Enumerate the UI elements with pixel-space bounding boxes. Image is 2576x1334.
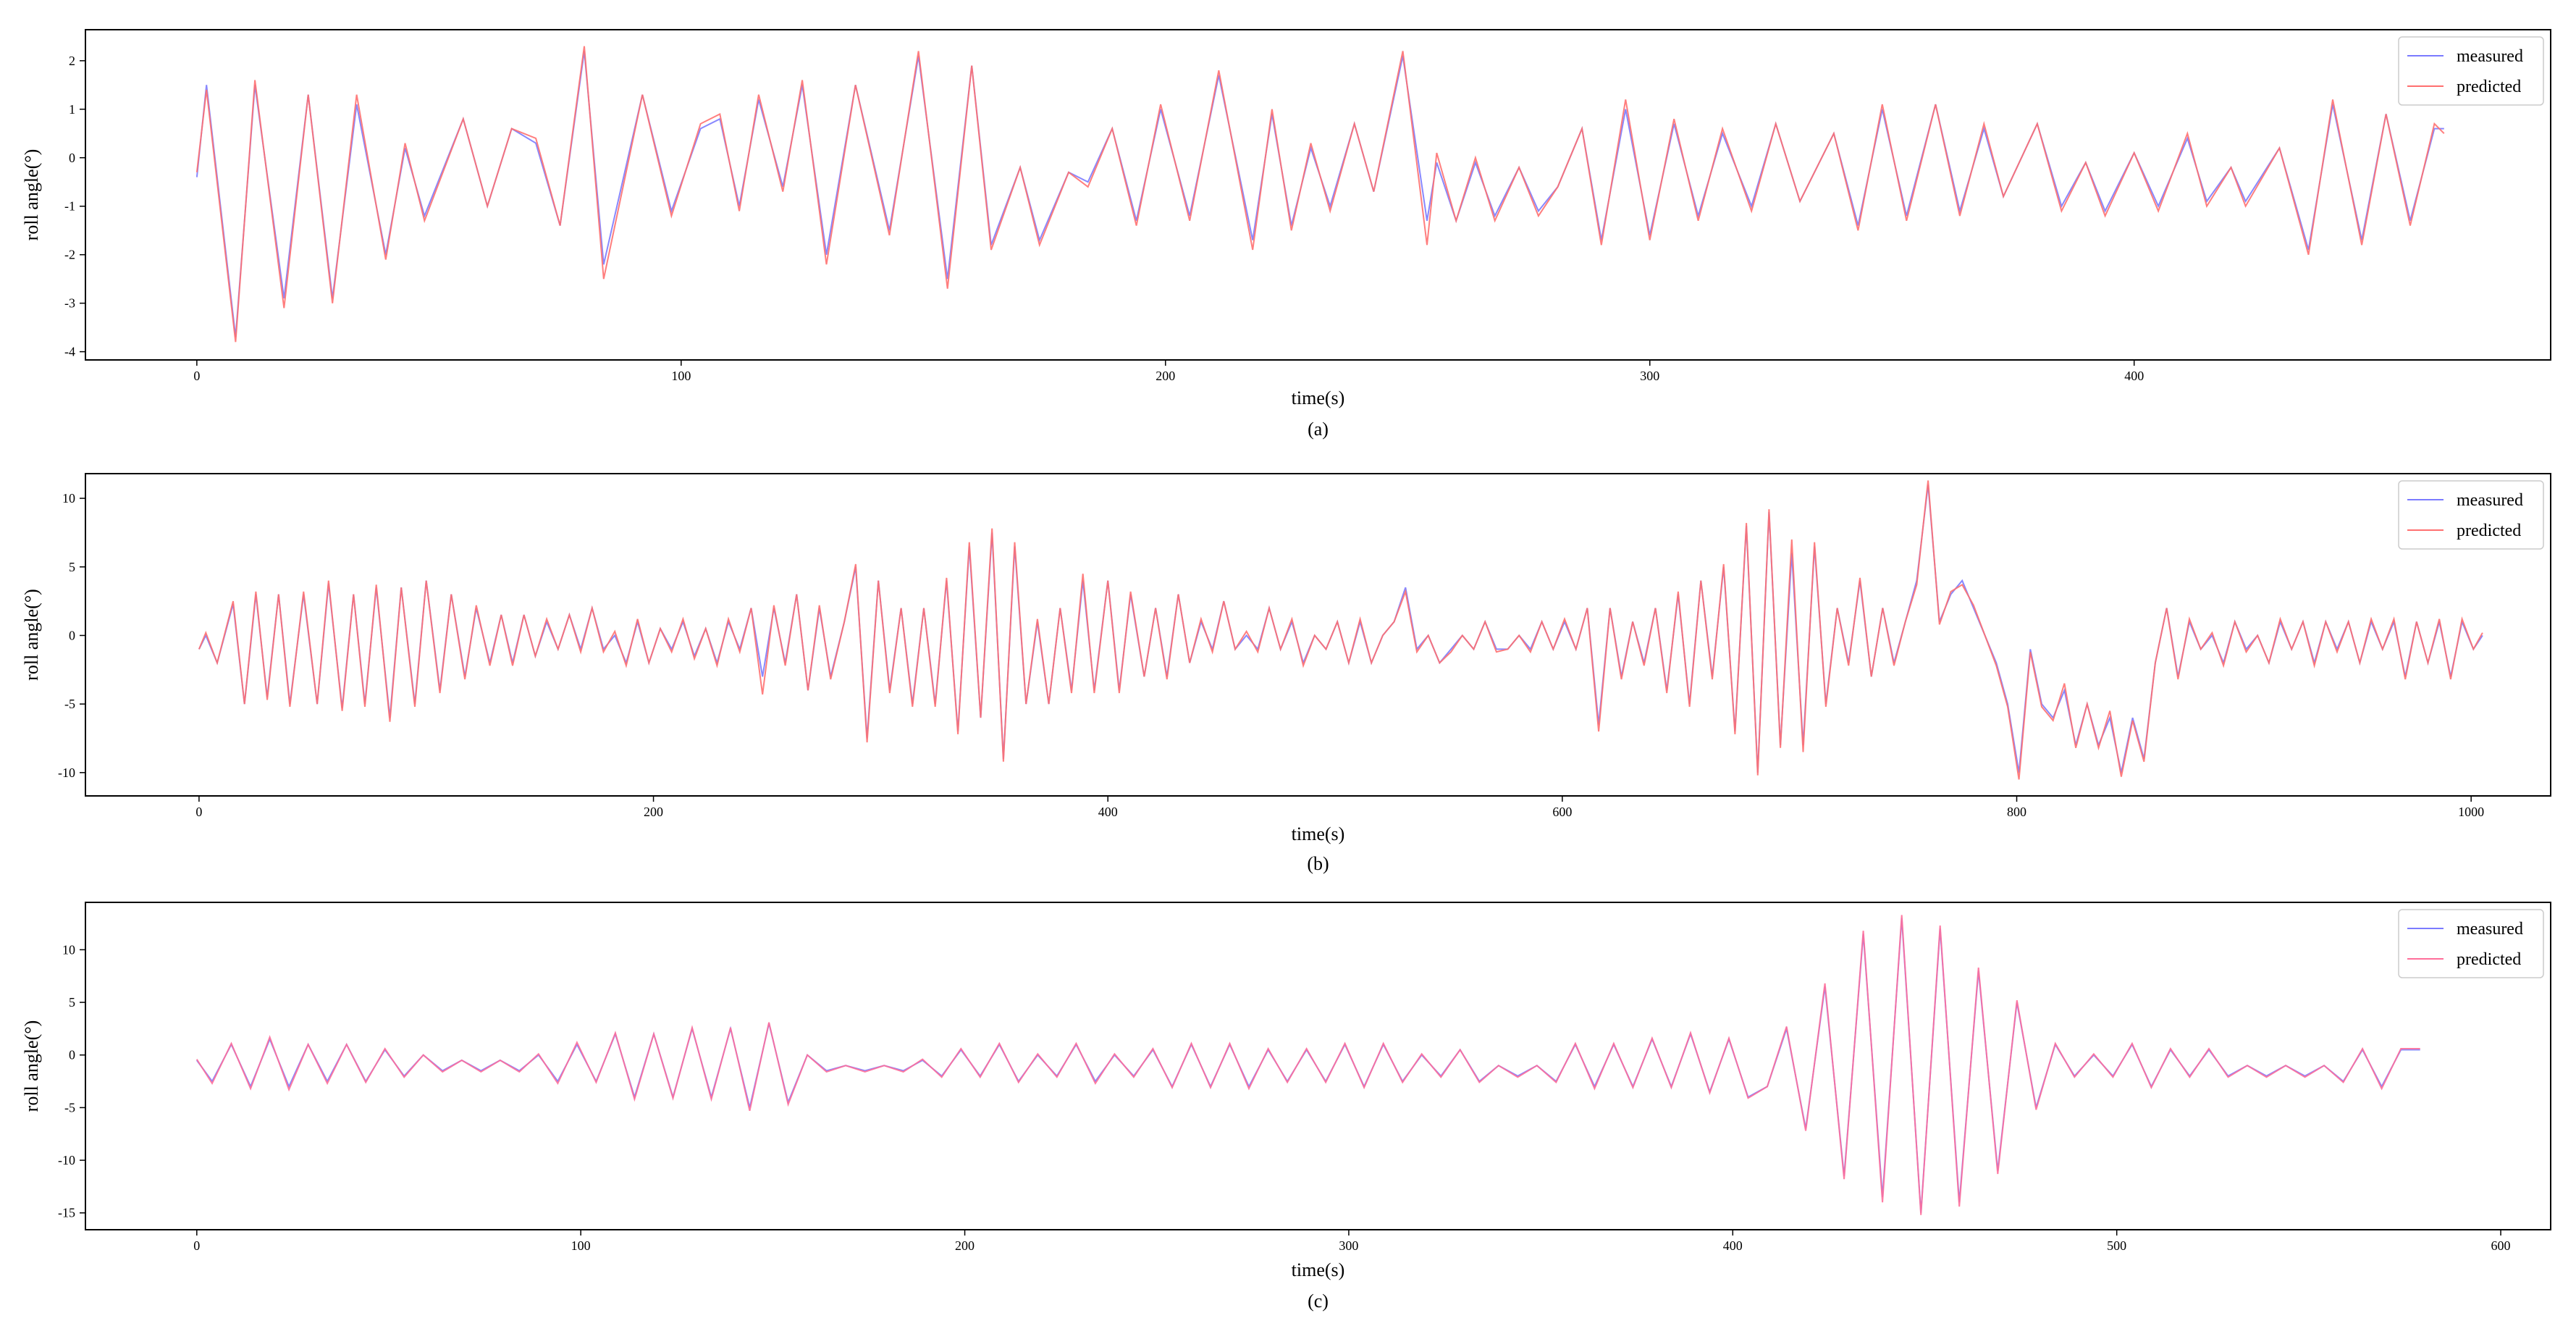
legend-label: measured [2457, 47, 2523, 66]
y-tick-label: -3 [64, 296, 75, 311]
legend-label: predicted [2457, 77, 2521, 96]
legend-label: measured [2457, 920, 2523, 939]
series-line [198, 484, 2483, 773]
x-tick-label: 400 [1098, 805, 1118, 819]
y-tick-label: 1 [69, 102, 75, 117]
series-line [198, 480, 2483, 780]
caption: (c) [1308, 1291, 1329, 1312]
x-axis-label: time(s) [1292, 823, 1345, 844]
x-tick-label: 400 [1723, 1238, 1743, 1253]
y-tick-label: -1 [64, 199, 75, 214]
legend-box [2398, 909, 2544, 978]
x-tick-label: 400 [2124, 369, 2144, 383]
y-tick-label: 0 [69, 628, 75, 642]
y-tick-label: 0 [69, 151, 75, 165]
x-axis-label: time(s) [1292, 1259, 1345, 1280]
x-tick-label: 600 [1552, 805, 1572, 819]
y-tick-label: -2 [64, 248, 75, 262]
y-axis-label: roll angle(°) [21, 589, 42, 681]
series-line [195, 46, 2445, 343]
y-tick-label: 5 [69, 995, 75, 1010]
plot-frame [85, 902, 2551, 1230]
x-tick-label: 0 [195, 805, 202, 819]
plot-frame [85, 29, 2551, 361]
x-tick-label: 100 [571, 1238, 591, 1253]
x-tick-label: 200 [1156, 369, 1175, 383]
legend-box [2398, 36, 2544, 106]
y-axis-label: roll angle(°) [21, 1020, 42, 1112]
legend-label: predicted [2457, 521, 2521, 540]
legend-label: predicted [2457, 950, 2521, 969]
y-tick-label: 0 [69, 1048, 75, 1062]
y-tick-label: 5 [69, 560, 75, 574]
x-tick-label: 100 [671, 369, 691, 383]
y-tick-label: -5 [64, 1100, 75, 1115]
y-tick-label: 10 [62, 491, 75, 506]
y-tick-label: -15 [58, 1206, 75, 1220]
x-tick-label: 500 [2107, 1238, 2126, 1253]
series-line [195, 918, 2420, 1213]
x-tick-label: 200 [644, 805, 663, 819]
x-axis-label: time(s) [1292, 387, 1345, 408]
x-tick-label: 300 [1640, 369, 1659, 383]
y-tick-label: 10 [62, 942, 75, 957]
x-tick-label: 0 [193, 369, 200, 383]
y-axis-label: roll angle(°) [21, 149, 42, 241]
legend-label: measured [2457, 491, 2523, 510]
x-tick-label: 600 [2491, 1238, 2511, 1253]
y-tick-label: 2 [69, 54, 75, 68]
y-tick-label: -4 [64, 345, 75, 359]
plot-frame [85, 473, 2551, 797]
x-tick-label: 800 [2007, 805, 2026, 819]
series-line [195, 915, 2420, 1215]
caption: (a) [1308, 419, 1329, 440]
caption: (b) [1307, 853, 1329, 874]
x-tick-label: 300 [1339, 1238, 1358, 1253]
y-tick-label: -10 [58, 765, 75, 780]
x-tick-label: 0 [193, 1238, 200, 1253]
y-tick-label: -5 [64, 697, 75, 711]
x-tick-label: 200 [955, 1238, 975, 1253]
series-line [195, 51, 2444, 337]
legend-box [2398, 480, 2544, 550]
x-tick-label: 1000 [2458, 805, 2484, 819]
y-tick-label: -10 [58, 1153, 75, 1167]
